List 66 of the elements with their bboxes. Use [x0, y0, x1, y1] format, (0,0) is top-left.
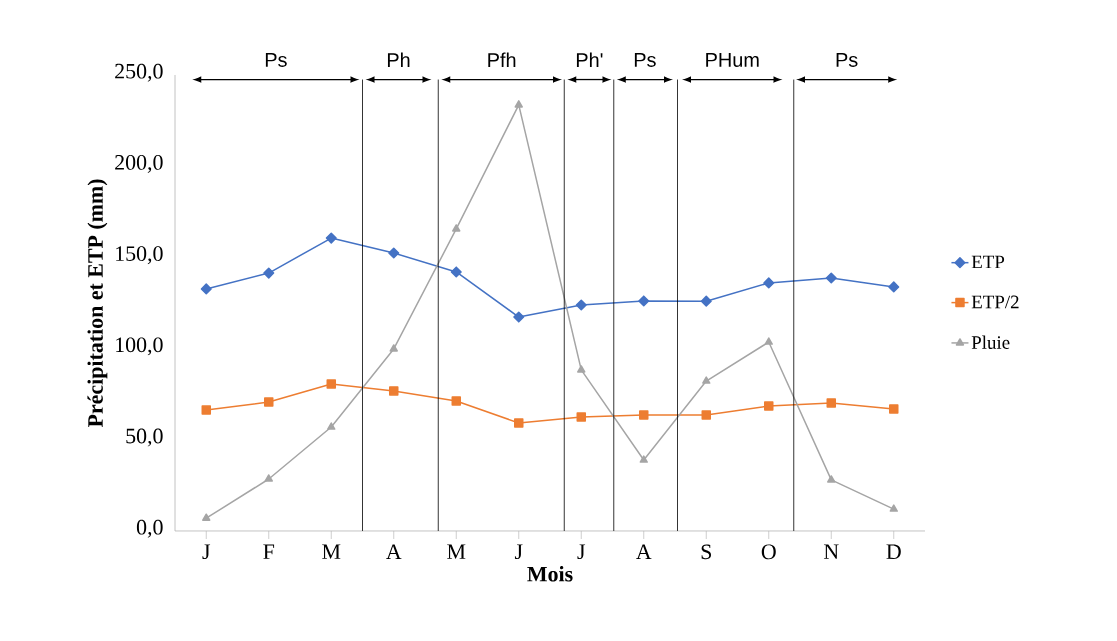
- x-tick-label: A: [386, 544, 402, 559]
- point: [513, 311, 525, 323]
- point: [514, 418, 524, 428]
- point: [327, 422, 336, 430]
- point: [326, 379, 337, 389]
- y-axis-title: Précipitation et ETP (mm): [87, 179, 108, 428]
- point: [639, 410, 649, 420]
- x-tick-label: J: [577, 544, 586, 560]
- point: [702, 376, 711, 384]
- point: [200, 283, 212, 295]
- y-tick-label: 0,0: [136, 519, 163, 538]
- point: [888, 281, 900, 293]
- x-tick-label: D: [886, 544, 901, 559]
- y-tick-label: 50,0: [126, 428, 163, 447]
- point: [826, 398, 837, 408]
- point: [452, 224, 461, 232]
- text: Ph': [576, 52, 603, 67]
- point: [264, 397, 274, 407]
- x-tick-label: F: [263, 544, 275, 559]
- point: [764, 401, 774, 411]
- point: [764, 337, 773, 345]
- x-tick-label: M: [322, 544, 341, 559]
- x-axis-title: Mois: [527, 566, 573, 582]
- x-tick-label: N: [823, 544, 839, 559]
- text: Pfh: [488, 52, 516, 67]
- point: [514, 100, 523, 108]
- x-tick-label: J: [202, 544, 211, 560]
- point: [700, 295, 712, 307]
- x-tick-label: M: [447, 544, 466, 559]
- point: [639, 455, 648, 463]
- y-tick-label: 200,0: [115, 154, 163, 173]
- point: [889, 404, 899, 414]
- point: [701, 410, 712, 420]
- point: [825, 272, 837, 284]
- point: [575, 299, 587, 311]
- text: Ps: [634, 53, 656, 67]
- point: [827, 475, 836, 483]
- legend-label: ETP/2: [971, 295, 1019, 309]
- point: [577, 365, 586, 373]
- point: [576, 412, 587, 422]
- text: Ps: [836, 53, 858, 67]
- x-tick-label: J: [514, 544, 523, 560]
- text: Ps: [265, 53, 287, 67]
- point: [201, 405, 212, 415]
- legend-label: ETP: [971, 255, 1005, 269]
- point: [638, 295, 650, 307]
- y-tick-label: 250,0: [115, 63, 163, 82]
- point: [763, 277, 775, 289]
- point: [889, 504, 898, 512]
- y-tick-label: 150,0: [116, 246, 163, 265]
- text: PHum: [706, 53, 759, 67]
- point: [388, 247, 400, 259]
- point: [325, 232, 337, 244]
- x-tick-label: O: [761, 544, 776, 560]
- point: [389, 386, 399, 396]
- point: [389, 344, 398, 352]
- x-tick-label: S: [701, 544, 711, 560]
- point: [263, 267, 275, 279]
- legend-label: Pluie: [971, 335, 1010, 349]
- point: [451, 396, 462, 406]
- y-tick-label: 100,0: [116, 337, 163, 356]
- point: [264, 474, 273, 482]
- point: [450, 266, 462, 278]
- x-tick-label: A: [636, 544, 652, 559]
- text: Ph: [387, 52, 410, 67]
- point: [202, 513, 211, 521]
